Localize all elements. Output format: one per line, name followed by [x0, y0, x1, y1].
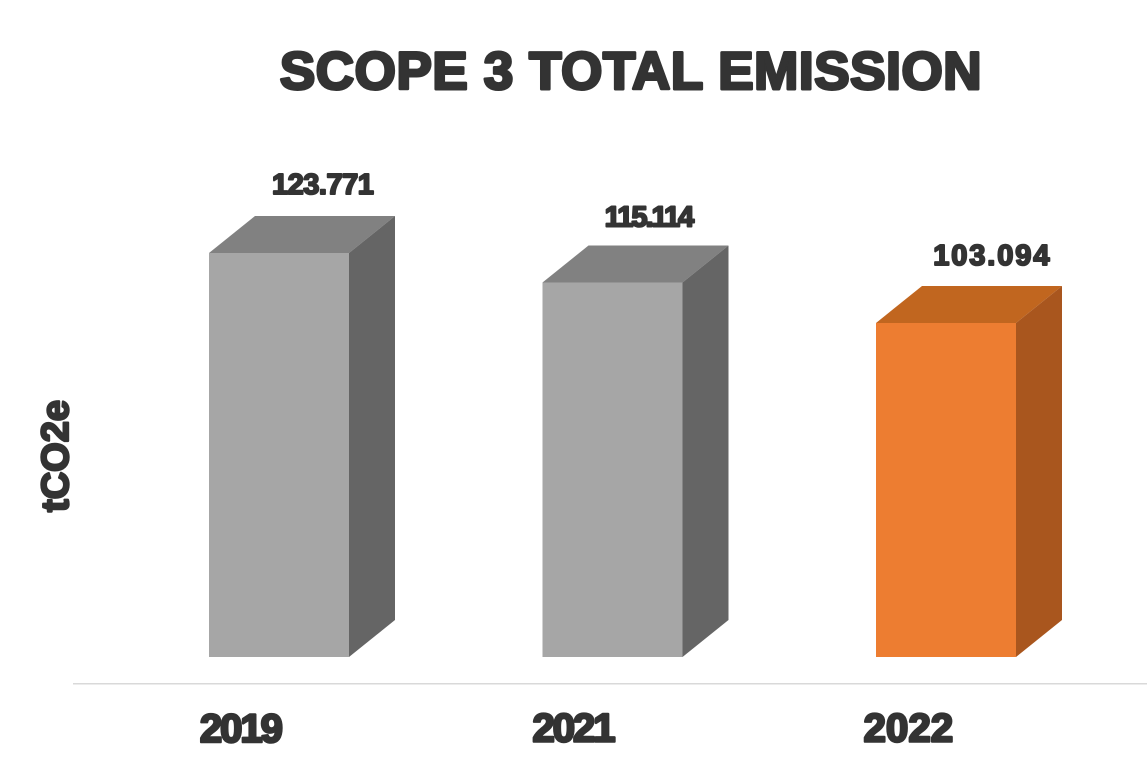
svg-text:123.771: 123.771 — [272, 169, 374, 201]
svg-text:tCO2e: tCO2e — [35, 400, 77, 512]
svg-text:103.094: 103.094 — [933, 240, 1051, 272]
svg-text:SCOPE 3 TOTAL EMISSION: SCOPE 3 TOTAL EMISSION — [280, 42, 982, 101]
svg-text:2022: 2022 — [864, 707, 954, 751]
svg-text:115.114: 115.114 — [605, 202, 694, 234]
svg-text:2019: 2019 — [200, 707, 282, 751]
svg-text:2021: 2021 — [533, 707, 616, 751]
